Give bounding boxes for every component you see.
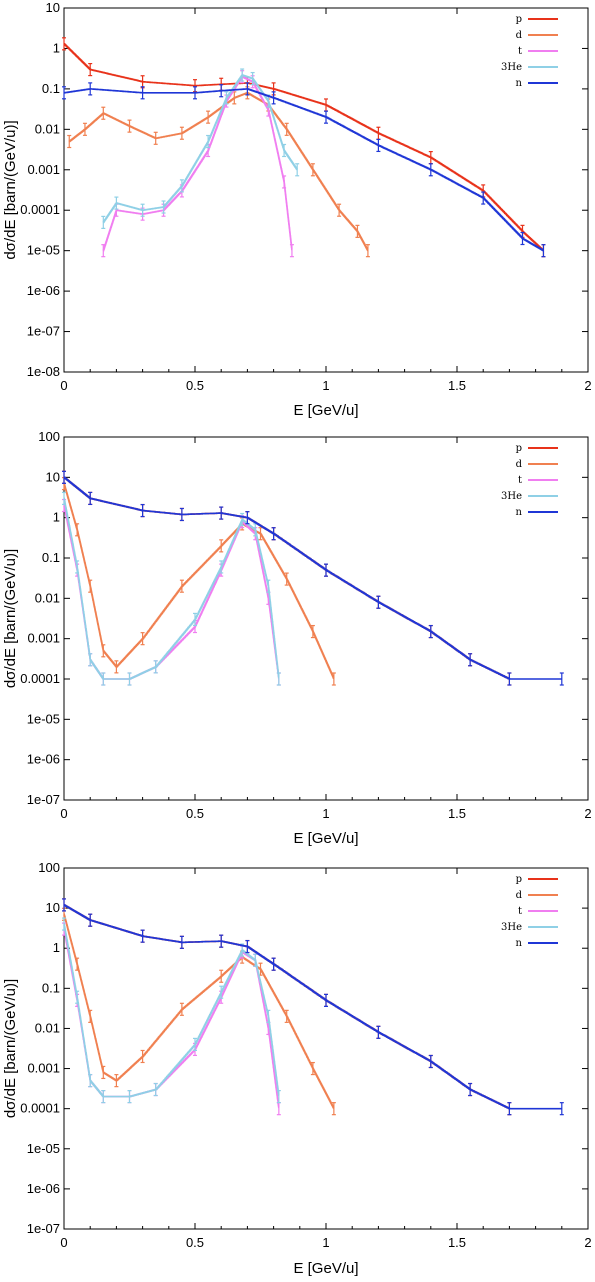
y-tick-label: 1e-07 (27, 1221, 60, 1236)
chart-panel-top: 0 0.5 1 1.5 2 1e-08 1e-07 1e-06 1e-05 0.0001 0.001… (2, 0, 592, 419)
series-line-t (102, 75, 293, 252)
y-tick-label: 10 (46, 0, 60, 15)
y-tick-label: 0.1 (42, 550, 60, 565)
y-axis-title: dσ/dE [barn/(GeV/u)] (2, 549, 19, 688)
y-tick-label: 1e-05 (27, 711, 60, 726)
x-tick-label: 0 (60, 1235, 67, 1250)
legend-label-d: d (516, 30, 523, 41)
series-line-t (63, 928, 280, 1109)
x-tick-label: 1.5 (448, 378, 466, 393)
series-n (62, 82, 546, 258)
y-tick-label: 0.0001 (20, 202, 60, 217)
y-tick-label: 0.001 (27, 631, 60, 646)
x-axis-title: E [GeV/u] (293, 1260, 358, 1277)
legend-label-t: t (518, 46, 522, 57)
legend-label-t: t (518, 475, 522, 486)
x-tick-label: 1.5 (448, 1235, 466, 1250)
y-tick-label: 1e-07 (27, 324, 60, 339)
legend: pdt 3He n (501, 14, 558, 89)
legend-label-d: d (516, 459, 523, 470)
x-tick-label: 0 (60, 378, 67, 393)
y-tick-label: 1e-06 (27, 283, 60, 298)
y-tick-label: 1e-05 (27, 1141, 60, 1156)
y-tick-label: 0.01 (35, 121, 60, 136)
x-axis-title: E [GeV/u] (293, 402, 358, 419)
y-tick-label: 0.001 (27, 162, 60, 177)
series-line-n (63, 904, 562, 1110)
y-tick-label: 0.1 (42, 980, 60, 995)
series-n (62, 898, 564, 1116)
y-tick-label: 0.0001 (20, 1101, 60, 1116)
legend: pdt 3He n (501, 443, 558, 518)
y-tick-label: 1e-06 (27, 752, 60, 767)
legend-label-n: n (516, 507, 523, 518)
x-tick-label: 1 (322, 378, 329, 393)
series-p (62, 37, 546, 258)
legend-label-t: t (518, 906, 522, 917)
y-tick-label: 10 (46, 900, 60, 915)
y-axis-title: dσ/dE [barn/(GeV/u)] (2, 979, 19, 1118)
y-tick-label: 0.001 (27, 1061, 60, 1076)
y-axis-title: dσ/dE [barn/(GeV/u)] (2, 120, 19, 259)
series-3He (101, 68, 300, 229)
x-tick-label: 0 (60, 806, 67, 821)
x-tick-label: 1 (322, 1235, 329, 1250)
x-tick-label: 2 (584, 378, 591, 393)
x-axis-title: E [GeV/u] (293, 830, 358, 847)
x-tick-label: 0.5 (186, 806, 204, 821)
y-tick-label: 1 (53, 510, 60, 525)
y-tick-label: 100 (38, 860, 60, 875)
series-line-p (63, 904, 510, 1110)
x-tick-label: 1 (322, 806, 329, 821)
legend-label-n: n (516, 938, 523, 949)
series-n (62, 470, 564, 686)
series-line-3He (63, 923, 280, 1098)
legend-label-p: p (516, 443, 522, 454)
series-d (62, 907, 336, 1116)
series-3He (62, 491, 281, 686)
y-tick-label: 0.0001 (20, 671, 60, 686)
legend: pdt 3He n (501, 874, 558, 949)
series-t (101, 70, 294, 258)
series-line-3He (102, 74, 298, 224)
y-tick-label: 1e-07 (27, 792, 60, 807)
y-tick-label: 1 (53, 940, 60, 955)
series-3He (62, 917, 281, 1104)
series-d (62, 476, 336, 686)
legend-label-p: p (516, 874, 522, 885)
series-line-p (63, 43, 544, 252)
series-d (67, 86, 370, 258)
series-line-d (63, 482, 335, 679)
y-tick-label: 1e-08 (27, 364, 60, 379)
y-tick-label: 10 (46, 469, 60, 484)
series-line-n (63, 476, 562, 680)
legend-label-3He: 3He (501, 491, 522, 502)
y-tick-label: 0.01 (35, 1020, 60, 1035)
y-tick-label: 100 (38, 429, 60, 444)
y-tick-label: 1e-05 (27, 243, 60, 258)
series-line-n (63, 88, 544, 252)
legend-label-3He: 3He (501, 62, 522, 73)
x-tick-label: 0.5 (186, 1235, 204, 1250)
x-tick-label: 2 (584, 806, 591, 821)
y-tick-label: 0.1 (42, 81, 60, 96)
chart-panel-bottom: 0 0.5 1 1.5 2 1e-07 1e-06 1e-05 0.0001 0.001 0.01 0… (2, 860, 592, 1277)
x-tick-label: 1.5 (448, 806, 466, 821)
y-tick-label: 1e-06 (27, 1181, 60, 1196)
legend-label-n: n (516, 78, 523, 89)
x-tick-label: 2 (584, 1235, 591, 1250)
series-line-t (63, 504, 280, 680)
series-t (62, 498, 281, 686)
y-tick-label: 0.01 (35, 590, 60, 605)
y-tick-label: 1 (53, 40, 60, 55)
chart-panel-middle: 0 0.5 1 1.5 2 1e-07 1e-06 1e-05 0.0001 0.001 0.01 0… (2, 429, 592, 847)
legend-label-3He: 3He (501, 922, 522, 933)
series-line-3He (63, 497, 280, 680)
x-tick-label: 0.5 (186, 378, 204, 393)
legend-label-d: d (516, 890, 523, 901)
legend-label-p: p (516, 14, 522, 25)
